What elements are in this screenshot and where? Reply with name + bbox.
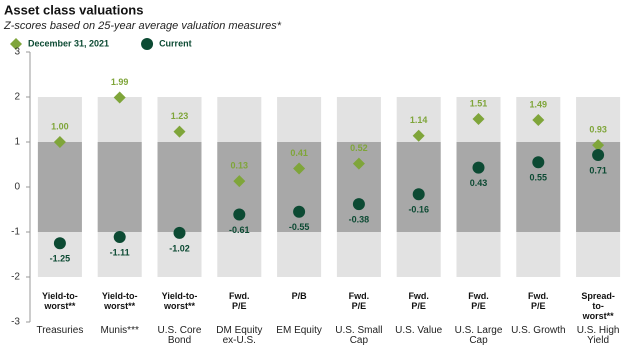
value-label: -0.55 xyxy=(289,222,310,232)
legend-label: December 31, 2021 xyxy=(28,38,109,48)
value-label: -0.38 xyxy=(349,214,370,224)
diamond-marker xyxy=(352,157,365,170)
circle-marker xyxy=(532,156,545,169)
value-label: 0.41 xyxy=(290,148,308,158)
value-label: 0.13 xyxy=(231,161,249,171)
diamond-marker xyxy=(532,113,545,126)
diamond-marker xyxy=(53,136,66,148)
value-label: 1.14 xyxy=(410,115,428,125)
value-label: 1.99 xyxy=(111,77,129,87)
legend-marker xyxy=(141,38,154,50)
measure-label: Fwd. P/E xyxy=(348,291,370,311)
x-tick-label: Munis*** xyxy=(100,325,139,336)
value-label: -0.16 xyxy=(408,205,429,215)
x-tick-label: U.S. High Yield xyxy=(576,325,620,346)
diamond-marker xyxy=(472,113,485,126)
value-label: -1.25 xyxy=(50,254,71,264)
diamond-marker xyxy=(233,175,246,188)
shaded-range xyxy=(516,142,561,232)
x-tick-label: U.S. Value xyxy=(395,325,443,336)
diamond-marker xyxy=(293,162,306,175)
measure-label: Fwd. P/E xyxy=(408,291,429,311)
value-label: 0.55 xyxy=(530,173,548,183)
circle-marker xyxy=(412,188,425,201)
value-label: 0.71 xyxy=(589,165,607,175)
measure-label: Fwd. P/E xyxy=(229,291,250,311)
chart-title: Asset class valuations xyxy=(4,2,143,17)
circle-marker xyxy=(592,149,605,162)
diamond-marker xyxy=(113,91,126,104)
y-tick-label: 3 xyxy=(14,47,20,58)
diamond-marker xyxy=(592,139,605,152)
measure-label: Yield-to- worst** xyxy=(101,291,138,311)
value-label: 1.23 xyxy=(171,111,189,121)
diamond-marker xyxy=(412,129,425,142)
measure-label: P/B xyxy=(291,291,307,301)
x-tick-label: Treasuries xyxy=(36,325,84,336)
shaded-range xyxy=(37,142,82,232)
y-tick-label: -3 xyxy=(11,317,20,328)
circle-marker xyxy=(293,205,306,218)
chart-subtitle: Z-scores based on 25-year average valuat… xyxy=(3,20,282,32)
y-tick-label: -2 xyxy=(11,272,20,283)
value-label: 1.51 xyxy=(470,98,488,108)
diamond-marker xyxy=(173,125,186,138)
value-label: 0.43 xyxy=(470,178,488,188)
value-label: 0.93 xyxy=(589,125,607,135)
x-tick-label: DM Equity ex-U.S. xyxy=(216,325,263,346)
x-tick-label: U.S. Small Cap xyxy=(335,325,383,346)
circle-marker xyxy=(113,230,126,243)
shaded-range xyxy=(157,142,202,232)
measure-label: Fwd. P/E xyxy=(468,291,489,311)
y-tick-label: 1 xyxy=(14,137,20,148)
circle-marker xyxy=(472,161,485,174)
circle-marker xyxy=(233,208,246,221)
x-tick-label: U.S. Core Bond xyxy=(157,325,202,346)
shaded-range xyxy=(456,142,501,232)
value-label: -1.11 xyxy=(110,247,130,257)
measure-label: Spread- to- worst** xyxy=(581,291,615,321)
circle-marker xyxy=(173,226,186,239)
value-label: 1.00 xyxy=(51,121,69,131)
value-label: 1.49 xyxy=(530,99,548,109)
legend-marker xyxy=(10,38,22,50)
circle-marker xyxy=(352,198,365,211)
value-label: 0.52 xyxy=(350,143,368,153)
y-tick-label: 2 xyxy=(14,92,20,103)
circle-marker xyxy=(53,237,66,250)
shaded-range xyxy=(336,142,381,232)
x-tick-label: U.S. Large Cap xyxy=(454,325,503,346)
measure-label: Yield-to- worst** xyxy=(161,291,198,311)
shaded-range xyxy=(396,142,441,232)
y-tick-label: -1 xyxy=(11,227,20,238)
shaded-range xyxy=(97,142,142,232)
value-label: -1.02 xyxy=(169,243,190,253)
value-label: -0.61 xyxy=(229,225,250,235)
x-tick-label: U.S. Growth xyxy=(511,325,566,336)
x-tick-label: EM Equity xyxy=(276,325,322,336)
y-tick-label: 0 xyxy=(14,182,20,193)
legend-label: Current xyxy=(159,38,192,48)
measure-label: Fwd. P/E xyxy=(528,291,549,311)
measure-label: Yield-to- worst** xyxy=(42,291,78,311)
